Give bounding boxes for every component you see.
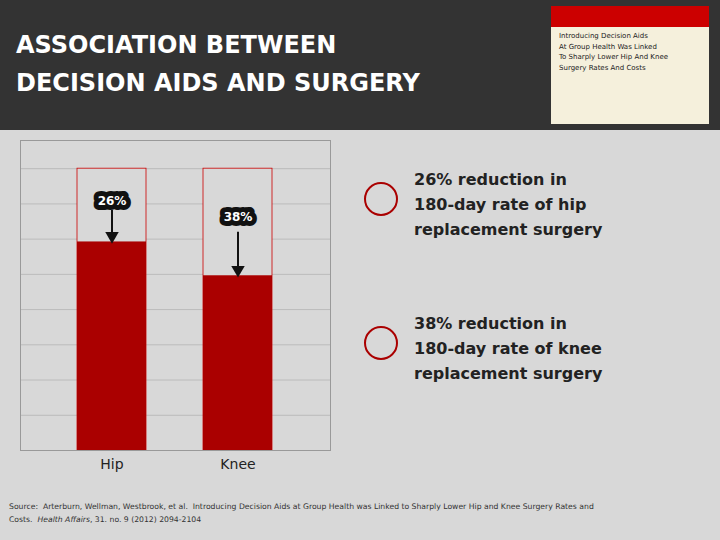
svg-text:Knee: Knee [220,456,255,472]
html-text:Introducing Decision Aids: Introducing Decision Aids [559,32,648,40]
html-text:Costs. Health Affairs, 31. no.: Costs. Health Affairs, 31. no. 9 (2012) … [9,515,202,525]
html-text:180-day rate of knee: 180-day rate of knee [414,339,602,359]
svg-text:38%: 38% [224,210,253,224]
html-text:At Group Health Was Linked: At Group Health Was Linked [559,42,657,51]
html-text:180-day rate of hip: 180-day rate of hip [414,194,587,214]
html-text:Source: Arterburn, Wellman, We: Source: Arterburn, Wellman, Westbrook, e… [9,502,594,511]
html-text:To Sharply Lower Hip And Knee: To Sharply Lower Hip And Knee [559,53,668,61]
html-text:ASSOCIATION BETWEEN DECISION A: ASSOCIATION BETWEEN DECISION AIDS AND SU… [16,31,420,98]
svg-text:Hip: Hip [100,456,123,472]
svg-text:26%: 26% [98,194,127,208]
html-text:38% reduction in: 38% reduction in [414,314,567,334]
html-text:replacement surgery: replacement surgery [414,219,603,239]
html-text:Surgery Rates And Costs: Surgery Rates And Costs [559,63,646,72]
html-text:26% reduction in: 26% reduction in [414,170,567,189]
html-text:replacement surgery: replacement surgery [414,364,603,383]
